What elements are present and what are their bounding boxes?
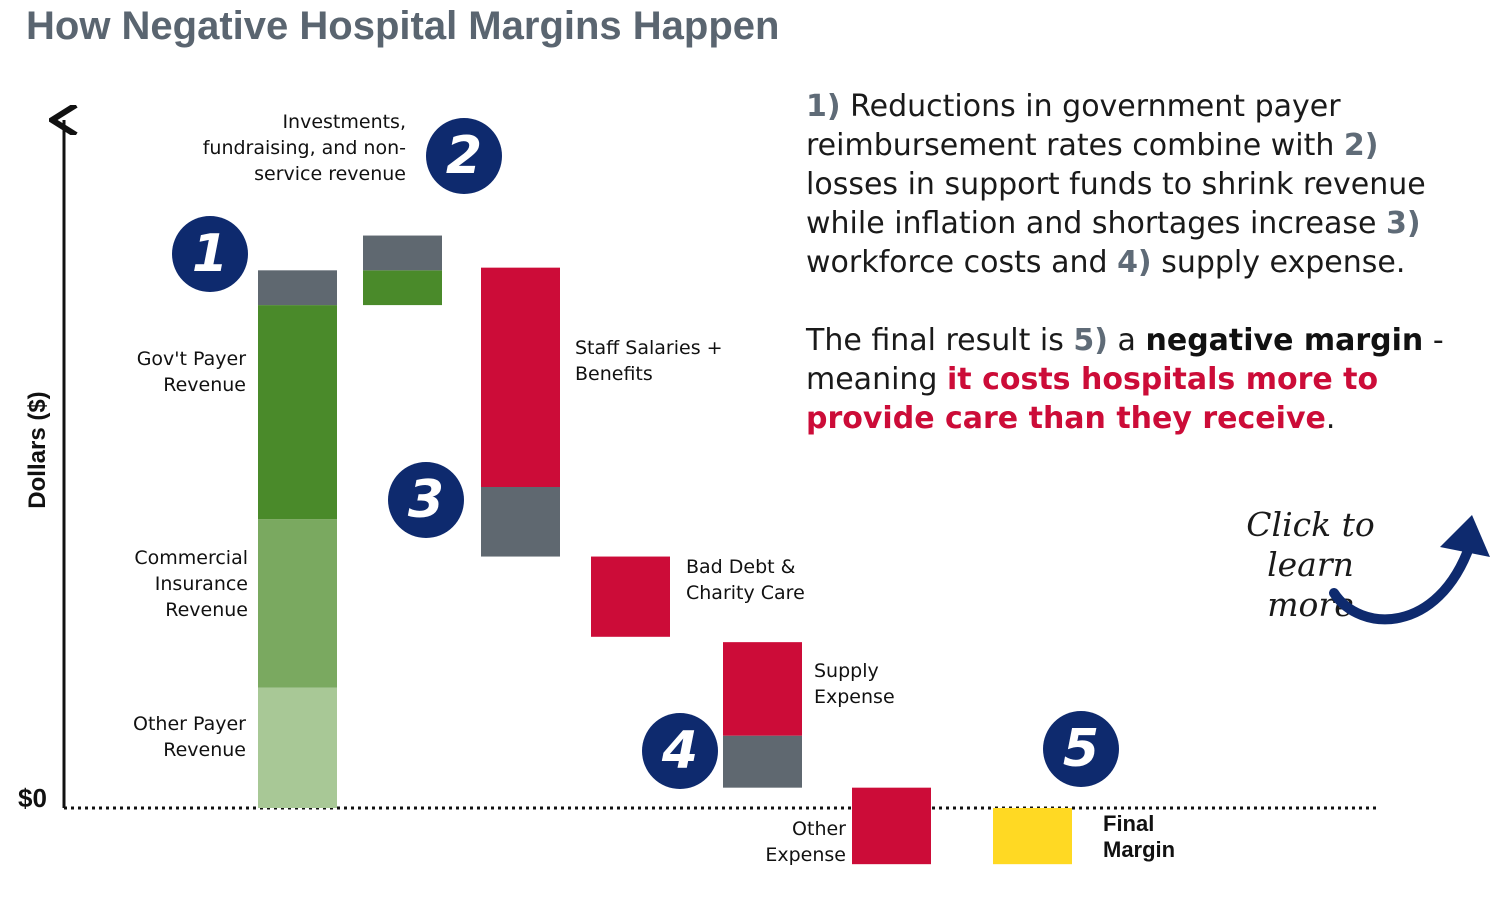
explainer-paragraph-1: 1) Reductions in government payer reimbu… [806, 87, 1456, 282]
zero-tick-label: $0 [18, 783, 47, 813]
bar-bad-debt-charity-care [591, 556, 670, 637]
p2-run-6: . [1325, 401, 1336, 436]
step-badge-1: 1 [172, 216, 248, 292]
p2-run-4: - meaning [806, 323, 1444, 397]
p1-run-0: 1) [806, 89, 841, 124]
p2-run-1: 5) [1073, 323, 1109, 358]
bar-supply-expense-increase [723, 735, 802, 788]
learn-more-link[interactable]: Click to learn more [1246, 505, 1375, 624]
step-badge-4: 4 [642, 713, 718, 789]
investments-label: Investments, fundraising, and non- servi… [202, 111, 406, 185]
supply-expense-label: Supply Expense [814, 660, 895, 708]
bar-commercial-insurance-revenue [258, 519, 337, 688]
page-title: How Negative Hospital Margins Happen [26, 4, 780, 48]
step-badge-2: 2 [426, 118, 502, 194]
p1-run-3: losses in support funds to shrink revenu… [806, 167, 1426, 241]
bar-final-margin [993, 808, 1072, 865]
staff-salaries-label: Staff Salaries + Benefits [575, 337, 723, 385]
p1-run-1: Reductions in government payer reimburse… [806, 89, 1344, 163]
bar-investments-fundraising-and-non-service-revenue-loss [363, 235, 442, 271]
p1-run-7: supply expense. [1151, 245, 1406, 280]
p2-run-5: it costs hospitals more to provide care … [806, 362, 1379, 436]
other-payer-revenue-label: Other Payer Revenue [133, 713, 246, 761]
bar-staff-salaries-benefits [481, 267, 560, 487]
p1-run-2: 2) [1343, 128, 1379, 163]
explainer-text: 1) Reductions in government payer reimbu… [806, 87, 1456, 477]
bar-gov-t-payer-revenue-reduction [258, 270, 337, 306]
p2-run-3: negative margin [1145, 323, 1424, 358]
bar-gov-t-payer-revenue [258, 305, 337, 520]
p1-run-4: 3) [1385, 206, 1421, 241]
explainer-paragraph-2: The final result is 5) a negative margin… [806, 321, 1456, 438]
other-expense-label: Other Expense [765, 818, 846, 866]
p1-run-5: workforce costs and [806, 245, 1118, 280]
p2-run-0: The final result is [806, 323, 1074, 358]
step-badge-3: 3 [388, 462, 464, 538]
bar-other-expense [852, 787, 931, 865]
y-axis-label: Dollars ($) [24, 391, 51, 509]
bar-other-payer-revenue [258, 687, 337, 808]
p1-run-6: 4) [1117, 245, 1152, 280]
bar-supply-expense [723, 642, 802, 736]
curved-arrow-icon[interactable] [1320, 505, 1500, 635]
commercial-insurance-revenue-label: Commercial Insurance Revenue [134, 547, 248, 621]
bar-staff-salaries-benefits-increase [481, 487, 560, 557]
step-badge-5: 5 [1043, 711, 1119, 787]
bar-investments-fundraising-and-non-service-revenue [363, 270, 442, 306]
final-margin-label: Final Margin [1103, 811, 1176, 862]
bad-debt-label: Bad Debt & Charity Care [686, 556, 805, 604]
p2-run-2: a [1108, 323, 1146, 358]
govt-payer-revenue-label: Gov't Payer Revenue [136, 348, 246, 396]
